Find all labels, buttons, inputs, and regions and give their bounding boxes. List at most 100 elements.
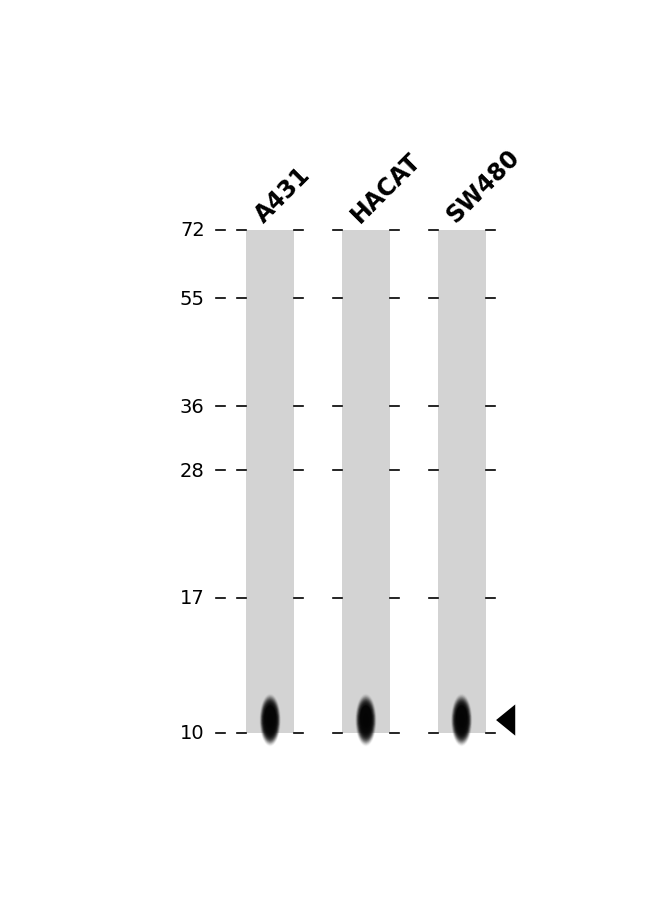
Ellipse shape — [451, 695, 472, 745]
Ellipse shape — [457, 709, 466, 732]
Ellipse shape — [365, 719, 367, 722]
Ellipse shape — [267, 713, 273, 728]
Ellipse shape — [454, 702, 469, 739]
Ellipse shape — [265, 706, 276, 734]
Text: 17: 17 — [180, 588, 205, 607]
Ellipse shape — [461, 719, 462, 722]
Ellipse shape — [452, 697, 471, 744]
Ellipse shape — [262, 700, 278, 741]
Ellipse shape — [264, 705, 276, 736]
Ellipse shape — [362, 711, 369, 729]
Ellipse shape — [456, 707, 467, 734]
Ellipse shape — [359, 703, 373, 737]
Bar — [246, 231, 294, 733]
Ellipse shape — [359, 704, 372, 736]
Ellipse shape — [268, 717, 272, 723]
Ellipse shape — [460, 716, 463, 724]
Ellipse shape — [363, 713, 369, 728]
Ellipse shape — [361, 710, 370, 731]
Ellipse shape — [359, 705, 372, 735]
Ellipse shape — [360, 706, 372, 734]
Ellipse shape — [358, 700, 374, 740]
Ellipse shape — [263, 703, 278, 738]
Ellipse shape — [456, 708, 467, 732]
Ellipse shape — [454, 700, 469, 740]
Ellipse shape — [266, 709, 274, 732]
Ellipse shape — [260, 695, 280, 745]
Polygon shape — [496, 705, 515, 736]
Ellipse shape — [268, 714, 272, 726]
Ellipse shape — [264, 705, 276, 735]
Ellipse shape — [358, 699, 374, 742]
Ellipse shape — [358, 700, 374, 741]
Ellipse shape — [269, 719, 271, 722]
Ellipse shape — [361, 709, 370, 732]
Ellipse shape — [456, 705, 468, 735]
Ellipse shape — [263, 703, 277, 737]
Ellipse shape — [458, 712, 465, 729]
Ellipse shape — [356, 696, 376, 744]
Ellipse shape — [261, 697, 280, 744]
Ellipse shape — [360, 707, 371, 734]
Bar — [342, 231, 390, 733]
Text: 10: 10 — [180, 723, 205, 743]
Ellipse shape — [268, 716, 272, 724]
Ellipse shape — [263, 701, 278, 739]
Ellipse shape — [365, 718, 367, 723]
Ellipse shape — [365, 717, 367, 723]
Ellipse shape — [454, 703, 469, 738]
Ellipse shape — [460, 716, 463, 725]
Ellipse shape — [452, 698, 471, 743]
Ellipse shape — [361, 708, 371, 732]
Ellipse shape — [261, 698, 280, 743]
Ellipse shape — [358, 701, 374, 739]
Ellipse shape — [357, 698, 375, 743]
Ellipse shape — [356, 698, 375, 743]
Ellipse shape — [364, 716, 368, 725]
Ellipse shape — [267, 713, 273, 727]
Ellipse shape — [356, 695, 376, 745]
Ellipse shape — [458, 710, 465, 730]
Ellipse shape — [268, 716, 272, 725]
Ellipse shape — [452, 698, 471, 743]
Ellipse shape — [457, 709, 466, 732]
Ellipse shape — [358, 702, 373, 739]
Text: SW480: SW480 — [442, 145, 525, 227]
Ellipse shape — [363, 715, 368, 726]
Text: 72: 72 — [180, 221, 205, 240]
Ellipse shape — [361, 709, 370, 732]
Ellipse shape — [265, 706, 276, 728]
Ellipse shape — [461, 719, 462, 721]
Ellipse shape — [261, 698, 279, 742]
Ellipse shape — [456, 708, 467, 733]
Ellipse shape — [458, 710, 466, 731]
Ellipse shape — [460, 718, 463, 723]
Ellipse shape — [456, 706, 467, 734]
Ellipse shape — [267, 712, 274, 729]
Text: 55: 55 — [179, 289, 205, 309]
Ellipse shape — [265, 708, 275, 732]
Ellipse shape — [453, 699, 470, 742]
Ellipse shape — [266, 710, 274, 730]
Ellipse shape — [363, 712, 369, 729]
Bar — [437, 231, 486, 733]
Ellipse shape — [265, 707, 276, 734]
Ellipse shape — [362, 710, 370, 730]
Ellipse shape — [361, 708, 371, 733]
Ellipse shape — [458, 711, 465, 729]
Ellipse shape — [360, 706, 371, 728]
Ellipse shape — [265, 708, 276, 733]
Text: A431: A431 — [251, 163, 315, 227]
Ellipse shape — [452, 696, 471, 744]
Ellipse shape — [363, 713, 369, 727]
Ellipse shape — [455, 705, 468, 736]
Ellipse shape — [261, 699, 279, 742]
Ellipse shape — [260, 696, 280, 744]
Ellipse shape — [363, 714, 369, 726]
Ellipse shape — [359, 705, 372, 736]
Ellipse shape — [365, 719, 367, 721]
Ellipse shape — [356, 697, 376, 744]
Ellipse shape — [459, 714, 464, 726]
Ellipse shape — [266, 710, 274, 731]
Ellipse shape — [268, 715, 272, 726]
